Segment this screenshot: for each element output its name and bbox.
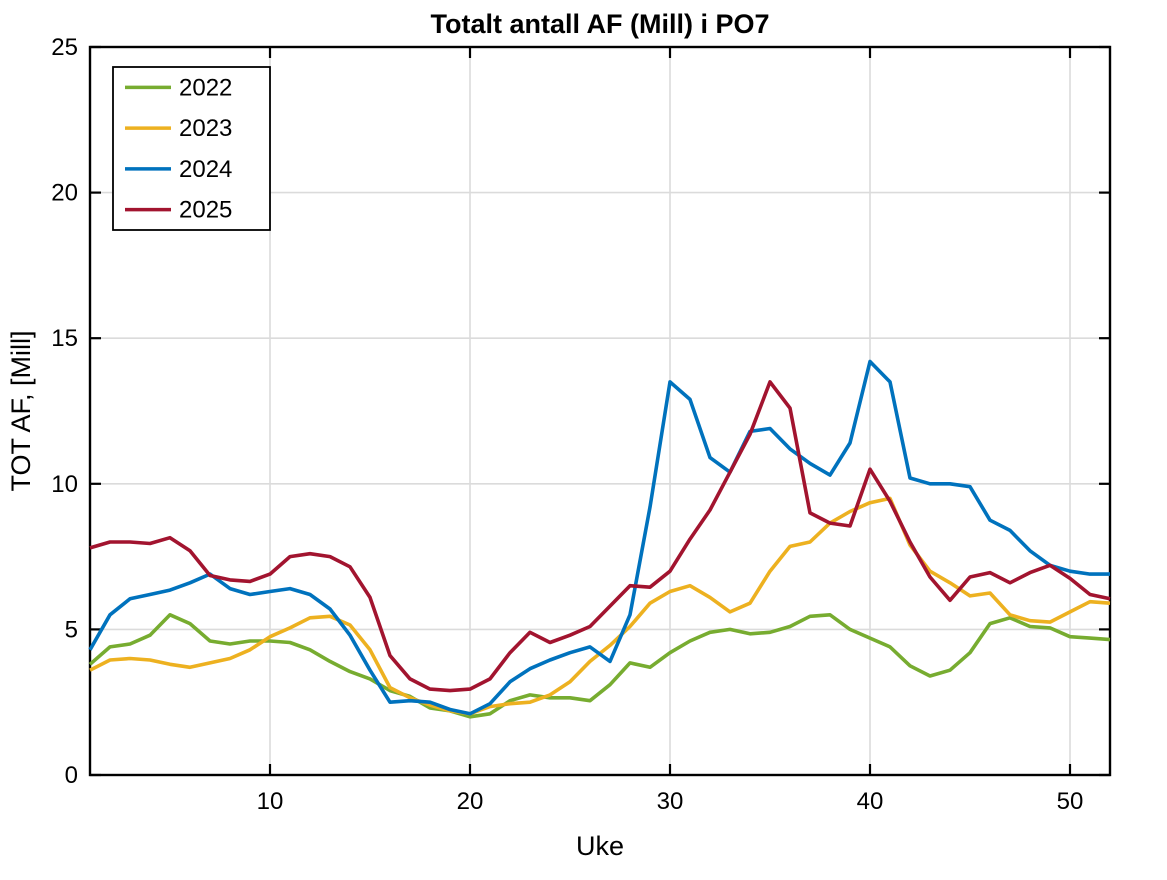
y-tick-label-5: 5: [65, 616, 78, 643]
x-tick-label-10: 10: [257, 788, 284, 815]
y-tick-label-10: 10: [51, 471, 78, 498]
x-tick-label-20: 20: [457, 788, 484, 815]
y-tick-label-0: 0: [65, 762, 78, 789]
legend-item-2022: 2022: [125, 74, 232, 101]
x-axis-label: Uke: [576, 831, 624, 861]
y-tick-label-25: 25: [51, 34, 78, 61]
grid: [90, 47, 1110, 775]
series-line-2025: [89, 380, 1111, 693]
y-tick-label-15: 15: [51, 325, 78, 352]
series-line-2022: [88, 612, 1111, 719]
plot-box: [88, 45, 1112, 777]
x-tick-label-50: 50: [1057, 788, 1084, 815]
x-tick-label-30: 30: [657, 788, 684, 815]
y-tick-label-20: 20: [51, 180, 78, 207]
legend-label-2025: 2025: [179, 197, 232, 224]
legend-item-2023: 2023: [125, 115, 232, 142]
data-series: [88, 359, 1111, 719]
legend-item-2025: 2025: [125, 197, 232, 224]
legend-item-2024: 2024: [125, 156, 232, 183]
legend-label-2024: 2024: [179, 156, 232, 183]
series-line-2024: [88, 359, 1110, 716]
legend-label-2022: 2022: [179, 74, 232, 101]
series-line-2023: [89, 496, 1111, 716]
y-axis-label: TOT AF, [Mill]: [6, 330, 36, 491]
chart-title: Totalt antall AF (Mill) i PO7: [430, 9, 769, 39]
legend-label-2023: 2023: [179, 115, 232, 142]
legend-box: [112, 66, 271, 231]
axis-ticks: [90, 45, 1110, 777]
x-tick-label-40: 40: [857, 788, 884, 815]
legend: 2022 2023 2024 2025: [112, 66, 271, 231]
plot-area-border: [88, 45, 1112, 777]
